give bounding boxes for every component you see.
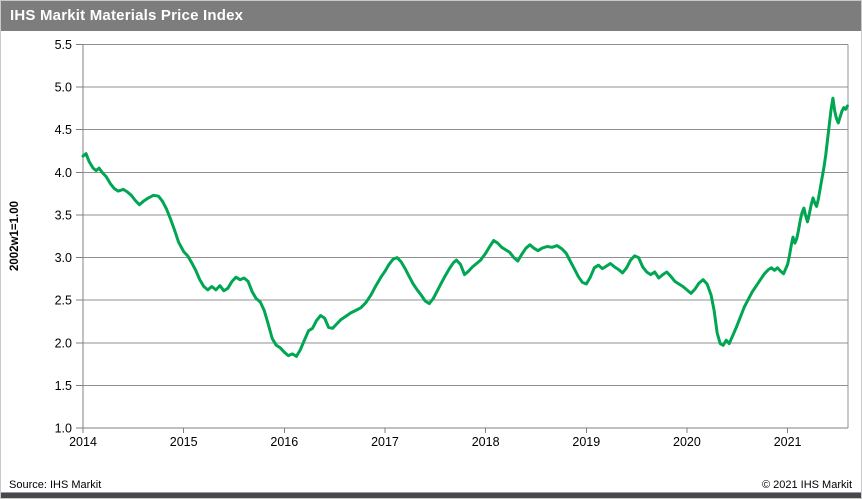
series-polyline [81,96,849,358]
x-tick-label: 2021 [774,435,802,449]
x-tick-label: 2016 [270,435,298,449]
y-tick-label: 3.0 [55,251,72,265]
y-tick-label: 4.5 [55,123,72,137]
source-note: Source: IHS Markit [9,479,102,491]
price-index-line [81,96,849,358]
x-tick-label: 2020 [673,435,701,449]
y-tick-label: 3.5 [55,208,72,222]
x-tick-label: 2019 [572,435,600,449]
y-tick-label: 1.5 [55,379,72,393]
gridlines [83,44,848,429]
x-tick-label: 2015 [170,435,198,449]
chart-title: IHS Markit Materials Price Index [10,7,244,24]
y-tick-label: 2.5 [55,294,72,308]
brand-bottom-bar [1,492,861,498]
y-tick-label: 1.0 [55,422,72,436]
y-tick-label: 4.0 [55,166,72,180]
y-tick-label: 2.0 [55,336,72,350]
y-tick-label: 5.0 [55,81,72,95]
x-tick-label: 2018 [472,435,500,449]
copyright-note: © 2021 IHS Markit [761,479,852,491]
y-axis-ticks: 5.5 5.0 4.5 4.0 3.5 3.0 2.5 2.0 1.5 1.0 [55,38,83,436]
x-axis-ticks: 2014 2015 2016 2017 2018 2019 2020 2021 [69,428,802,449]
axes [82,44,849,429]
y-tick-label: 5.5 [55,38,72,52]
x-tick-label: 2017 [371,435,399,449]
x-tick-label: 2014 [69,435,97,449]
title-bar: IHS Markit Materials Price Index [1,1,861,31]
